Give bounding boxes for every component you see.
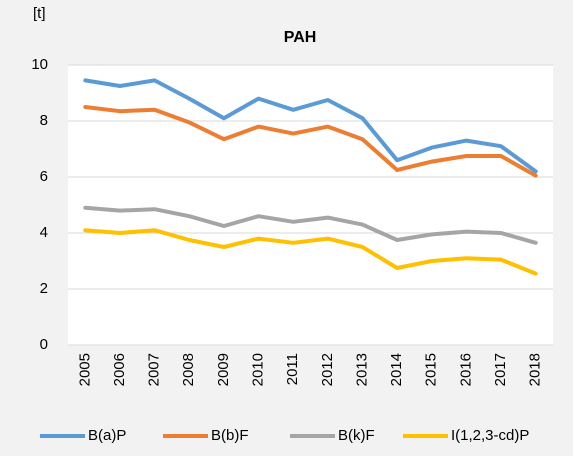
x-tick-label: 2007 [146, 353, 163, 386]
x-tick-label: 2009 [215, 353, 232, 386]
legend-label: B(a)P [88, 427, 126, 444]
x-tick-label: 2010 [250, 353, 267, 386]
x-tick-label: 2005 [76, 353, 93, 386]
series-line [83, 228, 538, 276]
x-tick-label: 2013 [353, 353, 370, 386]
legend-label: B(k)F [338, 427, 375, 444]
x-tick-label: 2014 [388, 353, 405, 386]
y-tick-label: 2 [40, 280, 48, 297]
y-tick-label: 4 [40, 224, 48, 241]
chart-title: PAH [284, 29, 317, 46]
x-tick-label: 2016 [457, 353, 474, 386]
legend-label: B(b)F [211, 427, 249, 444]
series-line [83, 78, 538, 174]
x-tick-label: 2017 [492, 353, 509, 386]
x-tick-label: 2012 [319, 353, 336, 386]
series-line [83, 205, 538, 245]
x-tick-label: 2006 [111, 353, 128, 386]
legend-label: I(1,2,3-cd)P [451, 427, 529, 444]
y-tick-label: 6 [40, 168, 48, 185]
y-tick-label: 10 [31, 56, 48, 73]
x-tick-label: 2018 [527, 353, 544, 386]
plot-area [68, 65, 553, 345]
x-tick-label: 2015 [423, 353, 440, 386]
y-tick-label: 0 [40, 336, 48, 353]
y-tick-label: 8 [40, 112, 48, 129]
x-tick-label: 2011 [284, 353, 301, 385]
x-tick-label: 2008 [180, 353, 197, 386]
series-line [83, 105, 538, 178]
y-axis-label: [t] [33, 5, 46, 22]
